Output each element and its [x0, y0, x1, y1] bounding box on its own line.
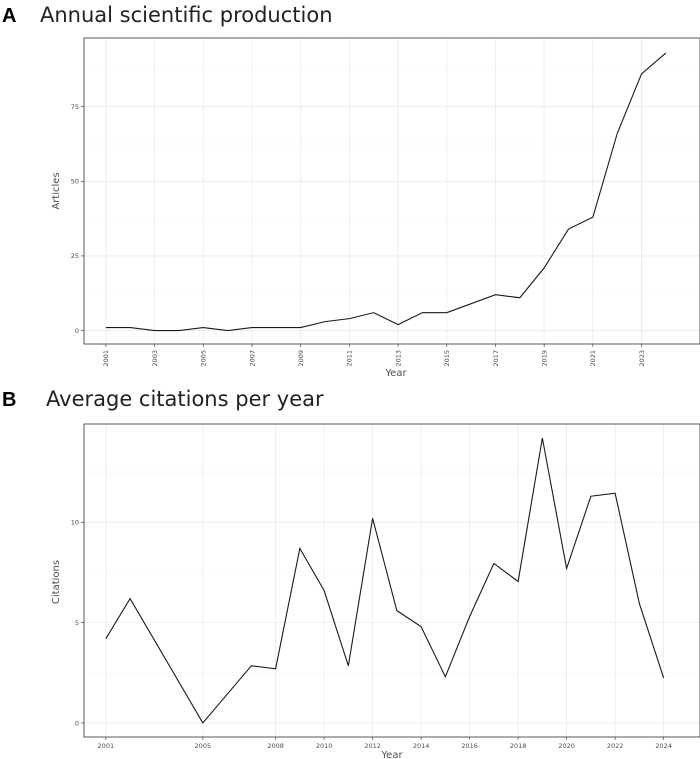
- panel-b-letter: B: [2, 389, 16, 411]
- panel-a-data-point: [202, 326, 204, 328]
- panel-b-x-axis-title: Year: [380, 750, 403, 759]
- panel-a-data-point: [616, 132, 618, 134]
- panel-a-x-tick-label: 2001: [102, 350, 110, 367]
- panel-a-data-point: [665, 52, 667, 54]
- panel-b-data-point: [590, 495, 592, 497]
- panel-a-plot-frame: [83, 37, 700, 345]
- panel-b-x-tick-label: 2005: [195, 742, 212, 750]
- panel-a-data-point: [543, 267, 545, 269]
- panel-a-data-point: [324, 320, 326, 322]
- panel-b-data-point: [638, 602, 640, 604]
- panel-b-series-line: [105, 437, 665, 724]
- panel-a-x-tick-label: 2019: [540, 350, 548, 367]
- panel-b-data-point: [129, 597, 131, 599]
- panel-b-data-point: [347, 665, 349, 667]
- panel-a-y-tick-label: 25: [71, 252, 79, 260]
- panel-b-data-point: [274, 668, 276, 670]
- panel-a-data-point: [226, 329, 228, 331]
- panel-a-x-tick-label: 2017: [492, 350, 500, 367]
- panel-a-letter: A: [2, 5, 16, 27]
- panel-b-x-tick-label: 2012: [364, 742, 381, 750]
- panel-a-data-point: [153, 329, 155, 331]
- panel-a-x-tick-label: 2003: [151, 350, 159, 367]
- panel-b-data-point: [662, 677, 664, 679]
- panel-b-x-tick-label: 2001: [98, 742, 115, 750]
- panel-a-data-point: [446, 311, 448, 313]
- panel-b-plot-frame: [83, 423, 700, 738]
- panel-a-y-tick-label: 0: [75, 327, 79, 335]
- panel-b-y-axis-title: Citations: [51, 560, 62, 604]
- panel-a: A Annual scientific production 0 25 50 75 20…: [2, 3, 700, 379]
- panel-a-x-tick-label: 2011: [346, 350, 354, 367]
- panel-a-data-point: [494, 294, 496, 296]
- panel-b-x-tick-label: 2016: [461, 742, 478, 750]
- panel-b-x-tick-label: 2020: [558, 742, 575, 750]
- panel-b-data-point: [420, 625, 422, 627]
- panel-a-series-line: [105, 52, 667, 332]
- panel-b-data-point: [468, 615, 470, 617]
- panel-b-data-point: [299, 547, 301, 549]
- panel-a-x-tick-label: 2013: [394, 350, 402, 367]
- panel-a-data-point: [129, 326, 131, 328]
- panel-b-x-tick-label: 2008: [267, 742, 284, 750]
- panel-a-x-tick-label: 2023: [638, 350, 646, 367]
- panel-b: B Average citations per year 0 5 10 2001 200…: [2, 387, 700, 759]
- panel-a-plot: 0 25 50 75 2001 2003 2005 2007 2009 2011 2013 2015 2…: [71, 37, 700, 367]
- panel-b-plot: 0 5 10 2001 2005 2008 2010 2012 2014 2016 2018 2020…: [71, 423, 700, 750]
- panel-a-y-tick-label: 50: [71, 178, 79, 186]
- panel-b-y-tick-label: 10: [71, 519, 79, 527]
- panel-a-x-tick-label: 2007: [248, 350, 256, 367]
- panel-a-y-axis-title: Articles: [51, 172, 62, 209]
- panel-a-data-point: [567, 228, 569, 230]
- panel-a-data-point: [348, 317, 350, 319]
- panel-b-data-point: [105, 637, 107, 639]
- panel-b-data-point: [493, 562, 495, 564]
- panel-a-data-point: [640, 73, 642, 75]
- panel-b-x-tick-label: 2014: [413, 742, 430, 750]
- panel-a-data-point: [105, 326, 107, 328]
- panel-b-x-tick-label: 2018: [510, 742, 527, 750]
- panel-b-data-point: [371, 517, 373, 519]
- panel-a-y-tick-label: 75: [71, 103, 79, 111]
- panel-a-data-point: [251, 326, 253, 328]
- panel-a-x-tick-label: 2015: [443, 350, 451, 367]
- panel-b-data-point: [614, 492, 616, 494]
- panel-b-data-point: [565, 567, 567, 569]
- panel-a-data-point: [299, 326, 301, 328]
- panel-a-data-point: [178, 329, 180, 331]
- panel-b-data-point: [250, 665, 252, 667]
- panel-a-title: Annual scientific production: [40, 3, 333, 27]
- panel-b-y-tick-label: 0: [75, 719, 79, 727]
- panel-b-data-point: [396, 609, 398, 611]
- panel-a-x-tick-label: 2009: [297, 350, 305, 367]
- panel-a-data-point: [592, 216, 594, 218]
- panel-b-y-tick-label: 5: [75, 619, 79, 627]
- panel-b-x-tick-label: 2022: [607, 742, 624, 750]
- panel-a-x-axis-title: Year: [384, 368, 407, 379]
- panel-a-data-point: [275, 326, 277, 328]
- panel-a-data-point: [421, 311, 423, 313]
- panel-b-data-point: [541, 437, 543, 439]
- panel-b-data-point: [202, 722, 204, 724]
- panel-b-title: Average citations per year: [46, 387, 324, 411]
- panel-a-data-point: [397, 323, 399, 325]
- panel-a-x-tick-label: 2005: [200, 350, 208, 367]
- panel-a-data-point: [519, 297, 521, 299]
- panel-b-x-tick-label: 2010: [316, 742, 333, 750]
- panel-b-x-tick-label: 2024: [655, 742, 672, 750]
- panel-b-data-point: [517, 580, 519, 582]
- panel-a-data-point: [373, 311, 375, 313]
- panel-b-data-point: [444, 676, 446, 678]
- panel-a-data-point: [470, 302, 472, 304]
- panel-a-x-tick-label: 2021: [589, 350, 597, 367]
- panel-b-data-point: [323, 589, 325, 591]
